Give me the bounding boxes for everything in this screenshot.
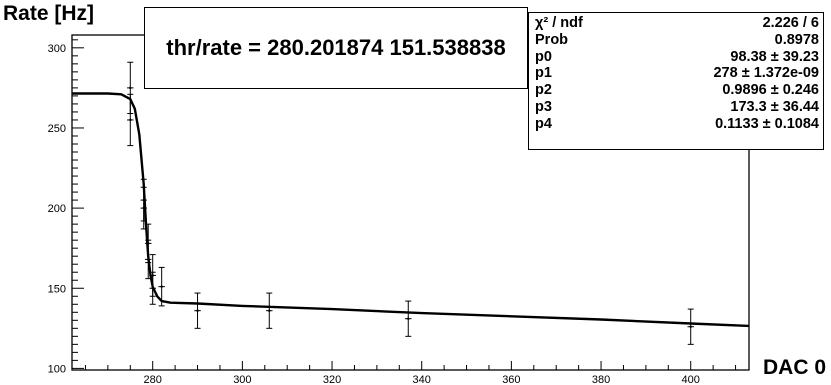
y-tick-label: 150 (48, 283, 66, 295)
y-axis-label: Rate [Hz] (3, 2, 95, 25)
data-point (194, 292, 201, 329)
point-marker (151, 287, 154, 290)
x-axis-label: DAC 0 (763, 356, 827, 379)
x-tick-label: 360 (502, 374, 520, 385)
stats-row: p3 173.3 ± 36.44 (535, 99, 819, 116)
point-marker (268, 309, 271, 312)
stats-label: p2 (535, 82, 552, 99)
y-tick-label: 100 (48, 363, 66, 375)
x-tick-label: 380 (592, 374, 610, 385)
point-marker (196, 309, 199, 312)
data-point (140, 186, 147, 230)
data-point (149, 271, 156, 305)
stats-label: p4 (535, 115, 552, 132)
stats-label: χ² / ndf (535, 15, 583, 31)
stats-value: 2.226 / 6 (762, 15, 819, 31)
point-marker (129, 86, 132, 90)
axis-ticks: 280 300 320 340 360 380 400 100 150 200 250 300 (48, 39, 737, 385)
y-tick-label: 200 (48, 203, 66, 215)
stats-label: p3 (535, 98, 552, 115)
fit-curve (72, 92, 750, 328)
stats-value: 0.1133 ± 0.1084 (715, 115, 819, 132)
data-point (144, 239, 152, 280)
stats-value: 98.38 ± 39.23 (730, 48, 819, 65)
stats-row: p0 98.38 ± 39.23 (535, 49, 819, 66)
stats-value: 0.8978 (774, 31, 819, 48)
point-marker (142, 206, 145, 210)
stats-value: 0.9896 ± 0.246 (722, 82, 819, 99)
x-tick-label: 320 (323, 374, 341, 385)
data-point (127, 93, 134, 147)
y-tick-label: 250 (48, 123, 66, 135)
data-point (687, 308, 694, 345)
point-marker (147, 258, 150, 261)
point-marker (407, 317, 410, 320)
fit-stats-box: χ² / ndf 2.226 / 6 Prob 0.8978 p0 98.38 ± 39.… (528, 12, 824, 150)
stats-row: p4 0.1133 ± 0.1084 (535, 116, 819, 133)
stats-row: p2 0.9896 ± 0.246 (535, 82, 819, 99)
x-tick-label: 340 (413, 374, 431, 385)
point-marker (689, 325, 692, 328)
y-tick-label: 300 (48, 43, 66, 55)
stats-label: Prob (535, 31, 569, 48)
stats-row: p1 278 ± 1.372e-09 (535, 65, 819, 82)
stats-label: p1 (535, 65, 552, 82)
data-points-group (127, 61, 694, 345)
x-tick-label: 280 (144, 374, 162, 385)
stats-value: 278 ± 1.372e-09 (713, 65, 819, 82)
stats-label: p0 (535, 48, 552, 65)
stats-row: Prob 0.8978 (535, 32, 819, 49)
data-point (158, 266, 165, 307)
data-point (405, 300, 412, 337)
data-point (266, 292, 273, 329)
threshold-annotation: thr/rate = 280.201874 151.538838 (144, 7, 528, 89)
point-marker (129, 118, 132, 122)
stats-row: χ² / ndf 2.226 / 6 (535, 15, 819, 32)
stats-value: 173.3 ± 36.44 (730, 98, 819, 115)
x-tick-label: 300 (233, 374, 251, 385)
fit-curve-group (72, 92, 750, 328)
threshold-annotation-text: thr/rate = 280.201874 151.538838 (166, 35, 506, 60)
x-tick-label: 400 (682, 374, 700, 385)
point-marker (160, 285, 163, 288)
